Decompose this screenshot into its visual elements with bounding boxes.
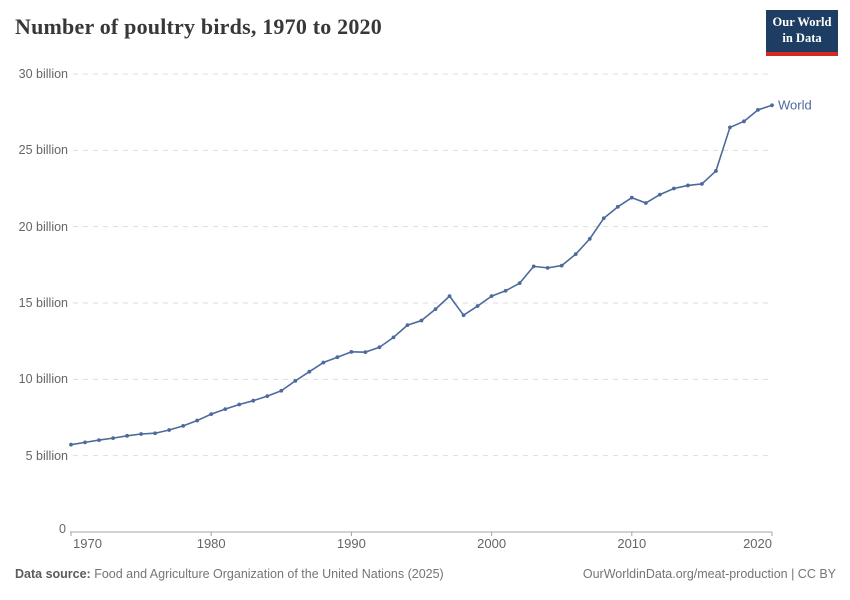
x-tick-label: 1990 [336, 536, 366, 551]
data-point[interactable] [363, 350, 368, 355]
x-tick-label: 2010 [617, 536, 647, 551]
owid-logo-red-bar [766, 52, 838, 57]
data-point[interactable] [573, 252, 578, 257]
data-point[interactable] [419, 318, 424, 323]
world-series-line[interactable] [70, 104, 773, 446]
data-point[interactable] [770, 103, 774, 108]
owid-logo-text: Our World in Data [766, 10, 838, 53]
data-point[interactable] [69, 442, 73, 447]
x-tick-label: 2020 [743, 536, 772, 551]
data-point[interactable] [279, 388, 284, 393]
data-point[interactable] [489, 294, 494, 299]
data-source-text: Food and Agriculture Organization of the… [90, 567, 444, 581]
owid-logo[interactable]: Our World in Data [766, 10, 838, 57]
y-tick-label: 25 billion [18, 143, 68, 158]
data-point[interactable] [167, 428, 172, 432]
data-point[interactable] [125, 433, 129, 438]
data-point[interactable] [475, 304, 480, 308]
series-label-world[interactable]: World [778, 97, 812, 113]
data-point[interactable] [237, 402, 242, 407]
y-axis-zero-label: 0 [59, 522, 66, 536]
y-tick-label: 15 billion [18, 296, 68, 310]
data-point[interactable] [97, 438, 101, 442]
credit-link[interactable]: OurWorldinData.org/meat-production | CC … [582, 567, 836, 581]
data-point[interactable] [181, 423, 186, 428]
data-point[interactable] [657, 192, 662, 197]
data-source-label: Data source: [15, 567, 91, 581]
data-source-note: Data source: Food and Agriculture Organi… [15, 567, 444, 581]
data-point[interactable] [251, 398, 256, 403]
x-tick-label: 2000 [477, 536, 507, 551]
data-point[interactable] [405, 323, 410, 328]
data-point[interactable] [742, 119, 746, 124]
data-point[interactable] [545, 265, 550, 270]
data-point[interactable] [83, 440, 87, 445]
data-point[interactable] [685, 183, 690, 188]
data-point[interactable] [223, 407, 228, 412]
data-point[interactable] [587, 236, 592, 241]
data-point[interactable] [433, 307, 438, 312]
data-point[interactable] [629, 195, 634, 200]
y-tick-label: 5 billion [25, 448, 68, 463]
data-point[interactable] [391, 335, 396, 340]
y-tick-label: 30 billion [18, 67, 68, 81]
data-point[interactable] [714, 169, 718, 173]
owid-logo-line1: Our World [772, 15, 832, 29]
data-point[interactable] [728, 125, 732, 130]
owid-logo-line2: in Data [782, 30, 822, 45]
data-point[interactable] [377, 345, 382, 350]
data-point[interactable] [321, 360, 326, 365]
data-point[interactable] [447, 294, 452, 299]
y-tick-label: 20 billion [18, 219, 68, 234]
data-point[interactable] [153, 431, 158, 436]
data-point[interactable] [349, 349, 354, 354]
data-point[interactable] [517, 281, 522, 286]
data-point[interactable] [756, 107, 760, 112]
data-point[interactable] [307, 369, 312, 374]
data-point[interactable] [643, 201, 648, 205]
data-point[interactable] [265, 394, 270, 399]
data-point[interactable] [615, 204, 620, 209]
data-point[interactable] [209, 412, 214, 417]
data-point[interactable] [700, 182, 704, 186]
data-point[interactable] [293, 378, 298, 383]
data-point[interactable] [461, 313, 466, 318]
chart-title: Number of poultry birds, 1970 to 2020 [15, 14, 382, 39]
data-point[interactable] [601, 216, 606, 221]
data-point[interactable] [531, 264, 536, 269]
x-tick-label: 1970 [73, 536, 102, 551]
data-point[interactable] [139, 432, 144, 436]
data-point[interactable] [671, 186, 676, 191]
data-point[interactable] [503, 288, 508, 293]
y-tick-label: 10 billion [18, 372, 68, 387]
data-point[interactable] [111, 436, 115, 441]
chart-footer: Data source: Food and Agriculture Organi… [15, 567, 836, 581]
data-point[interactable] [335, 355, 340, 360]
x-tick-label: 1980 [196, 536, 226, 551]
data-point[interactable] [559, 263, 564, 268]
data-point[interactable] [195, 418, 200, 423]
